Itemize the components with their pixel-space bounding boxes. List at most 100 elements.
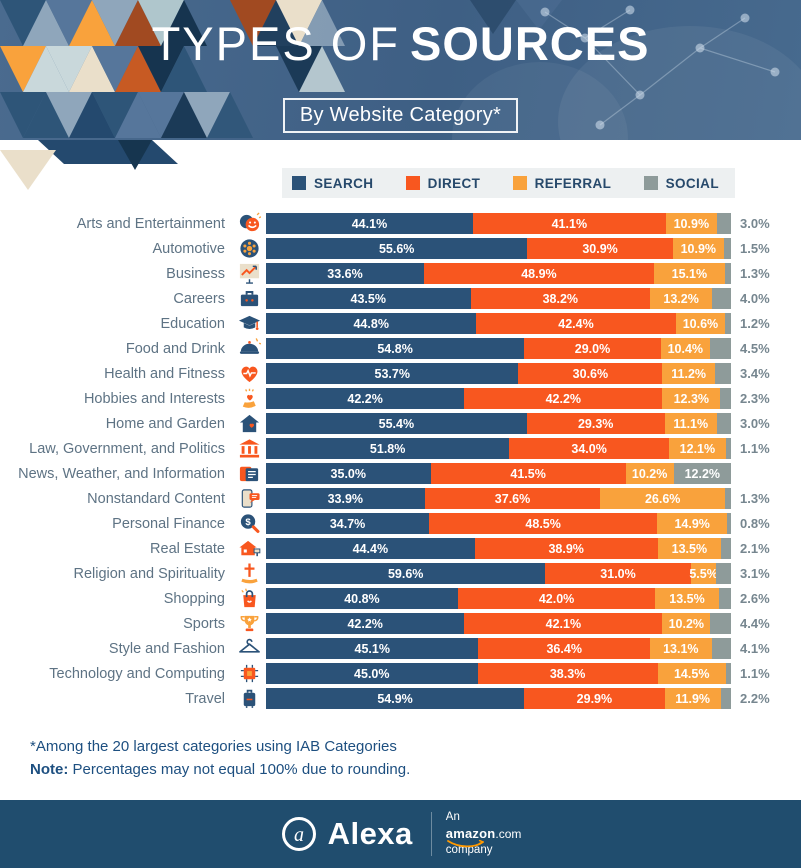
category-label: Health and Fitness — [104, 365, 225, 382]
category-label: Education — [160, 315, 226, 332]
legend-item-search: SEARCH — [292, 176, 373, 191]
category-row: Home and Garden 55.4% 29.3% 11.1% 3.0% — [0, 411, 801, 436]
search-segment: 33.6% — [266, 263, 424, 284]
search-segment: 45.1% — [266, 638, 479, 659]
page-title: TYPES OF SOURCES — [0, 20, 801, 67]
search-segment: 59.6% — [266, 563, 546, 584]
segment-value: 5.5% — [689, 566, 718, 581]
category-label: Technology and Computing — [49, 665, 225, 682]
amazon-an: An — [445, 810, 460, 823]
category-label: Food and Drink — [125, 340, 225, 357]
search-segment: 35.0% — [266, 463, 431, 484]
social-value-label: 3.0% — [740, 216, 770, 231]
footer-divider — [430, 811, 432, 856]
food-cloche-icon — [232, 337, 266, 361]
segment-value: 29.0% — [574, 341, 611, 356]
category-row: Real Estate 44.4% 38.9% 13.5% 2.1% — [0, 536, 801, 561]
segment-value: 42.2% — [545, 391, 582, 406]
direct-segment: 29.0% — [524, 338, 661, 359]
social-value-label: 4.5% — [740, 341, 770, 356]
house-sign-icon — [232, 537, 266, 561]
hand-heart-icon — [232, 387, 266, 411]
category-row: Automotive 55.6% 30.9% 10.9% 1.5% — [0, 236, 801, 261]
footnotes: *Among the 20 largest categories using I… — [30, 735, 801, 781]
page-title-light: TYPES OF — [151, 17, 400, 70]
segment-value: 30.9% — [582, 241, 618, 256]
suitcase-icon — [232, 687, 266, 711]
social-value-label: 3.4% — [740, 366, 770, 381]
search-segment: 44.8% — [266, 313, 477, 334]
social-segment — [720, 388, 731, 409]
segment-value: 48.5% — [525, 516, 561, 531]
social-value-label: 1.3% — [740, 491, 770, 506]
category-label: Religion and Spirituality — [73, 565, 225, 582]
segment-value: 34.0% — [571, 441, 607, 456]
segment-value: 41.1% — [551, 216, 588, 231]
search-segment: 55.4% — [266, 413, 527, 434]
referral-segment: 14.5% — [657, 663, 726, 684]
segment-value: 31.0% — [600, 566, 636, 581]
category-label: Personal Finance — [112, 515, 225, 532]
legend-label: REFERRAL — [534, 175, 612, 191]
stacked-bar-chart: Arts and Entertainment 44.1% 41.1% 10.9% 3.0… — [0, 211, 801, 711]
search-segment: 44.4% — [266, 538, 475, 559]
social-segment — [724, 488, 731, 509]
social-segment — [710, 613, 731, 634]
footnote-source: *Among the 20 largest categories using I… — [30, 738, 397, 755]
social-value-label: 2.1% — [740, 541, 770, 556]
category-row: Religion and Spirituality 59.6% 31.0% 5.5% 3… — [0, 561, 801, 586]
direct-segment: 31.0% — [545, 563, 691, 584]
segment-value: 38.3% — [549, 666, 586, 681]
segment-value: 40.8% — [344, 591, 380, 606]
triangle-tail-decoration — [0, 140, 178, 190]
stacked-bar: 55.4% 29.3% 11.1% — [266, 413, 731, 434]
triangle-mosaic-decoration — [0, 0, 801, 140]
segment-value: 10.9% — [673, 216, 710, 231]
direct-segment: 41.1% — [472, 213, 666, 234]
stacked-bar: 42.2% 42.2% 12.3% — [266, 388, 731, 409]
direct-segment: 30.6% — [518, 363, 663, 384]
social-value-label: 0.8% — [740, 516, 770, 531]
segment-value: 33.6% — [327, 266, 363, 281]
social-segment — [725, 663, 731, 684]
category-row: Education 44.8% 42.4% 10.6% 1.2% — [0, 311, 801, 336]
category-label: Sports — [183, 615, 225, 632]
segment-value: 11.9% — [675, 691, 711, 706]
direct-segment: 48.9% — [423, 263, 654, 284]
segment-value: 11.1% — [673, 416, 709, 431]
referral-segment: 13.2% — [650, 288, 713, 309]
hanger-icon — [232, 637, 266, 661]
legend-item-direct: DIRECT — [405, 176, 481, 191]
alexa-circle-a-icon: a — [281, 816, 316, 851]
category-label: Business — [166, 265, 225, 282]
social-segment — [720, 688, 731, 709]
category-label: News, Weather, and Information — [18, 465, 225, 482]
category-label: Real Estate — [150, 540, 225, 557]
legend-label: SOCIAL — [665, 175, 719, 191]
category-label: Arts and Entertainment — [76, 215, 225, 232]
segment-value: 34.7% — [329, 516, 366, 531]
chip-icon — [232, 662, 266, 686]
social-value-label: 1.3% — [740, 266, 770, 281]
referral-segment: 10.4% — [660, 338, 710, 359]
referral-segment: 14.9% — [657, 513, 728, 534]
stacked-bar: 55.6% 30.9% 10.9% — [266, 238, 731, 259]
social-segment — [724, 263, 731, 284]
segment-value: 44.1% — [351, 216, 388, 231]
segment-value: 38.9% — [548, 541, 584, 556]
stacked-bar: 54.9% 29.9% 11.9% — [266, 688, 731, 709]
category-row: Law, Government, and Politics 51.8% 34.0% 1… — [0, 436, 801, 461]
segment-value: 42.2% — [347, 391, 383, 406]
segment-value: 14.9% — [674, 516, 710, 531]
direct-segment: 30.9% — [527, 238, 673, 259]
referral-segment: 10.9% — [672, 238, 724, 259]
referral-segment: 12.3% — [662, 388, 721, 409]
legend-swatch-social — [643, 176, 658, 190]
social-segment — [725, 438, 731, 459]
stacked-bar: 53.7% 30.6% 11.2% — [266, 363, 731, 384]
social-segment — [709, 338, 731, 359]
segment-value: 29.9% — [576, 691, 613, 706]
category-label: Careers — [173, 290, 225, 307]
segment-value: 42.1% — [545, 616, 582, 631]
referral-segment: 13.1% — [649, 638, 712, 659]
